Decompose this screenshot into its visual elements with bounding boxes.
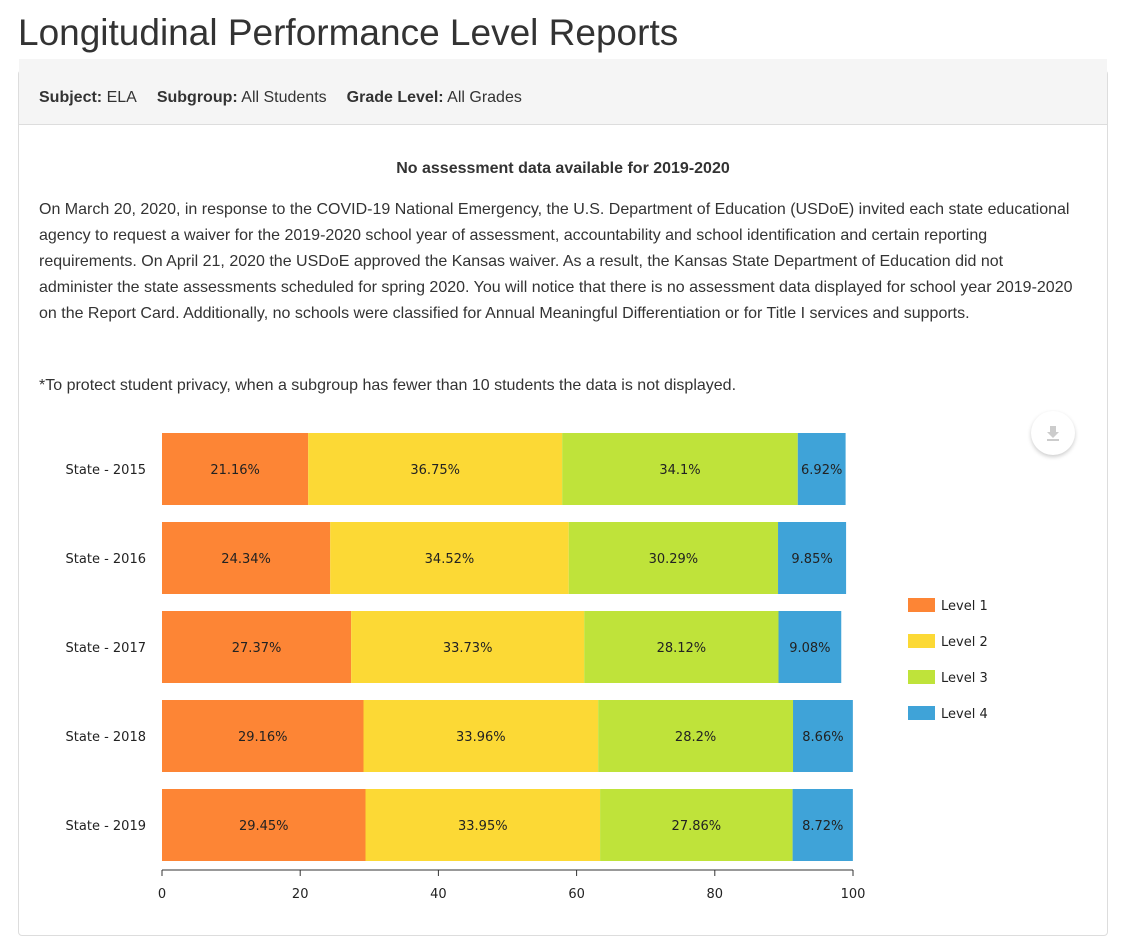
legend-swatch (908, 670, 935, 684)
bar-segment (308, 433, 563, 505)
data-label: 29.16% (238, 730, 288, 745)
legend-swatch (908, 598, 935, 612)
data-label: 8.72% (802, 819, 843, 834)
data-label: 9.85% (791, 552, 832, 567)
bar-segment (162, 433, 309, 505)
bar-segment (562, 433, 798, 505)
data-label: 34.1% (659, 463, 700, 478)
category-label: State - 2018 (66, 730, 146, 745)
bar-segment (584, 611, 779, 683)
legend-swatch (908, 634, 935, 648)
filter-grade-level: Grade Level: All Grades (347, 89, 522, 107)
bar-segment (598, 700, 794, 772)
legend-swatch (908, 706, 935, 720)
data-label: 33.96% (456, 730, 506, 745)
data-label: 27.37% (232, 641, 282, 656)
bar-segment (351, 611, 585, 683)
page-title: Longitudinal Performance Level Reports (18, 12, 679, 53)
bar-segment (162, 522, 331, 594)
x-tick-label: 20 (292, 887, 309, 902)
data-label: 29.45% (239, 819, 289, 834)
data-label: 30.29% (649, 552, 699, 567)
filter-value: All Students (241, 88, 327, 106)
category-label: State - 2017 (66, 641, 146, 656)
bar-segment (162, 700, 364, 772)
data-label: 33.73% (443, 641, 493, 656)
data-label: 36.75% (410, 463, 460, 478)
filter-label: Subject: (39, 88, 103, 106)
legend-label: Level 3 (941, 671, 988, 686)
category-label: State - 2016 (66, 552, 146, 567)
data-label: 33.95% (458, 819, 508, 834)
filter-subgroup: Subgroup: All Students (157, 89, 327, 107)
report-panel: Subject: ELA Subgroup: All Students Grad… (18, 59, 1108, 936)
bar-segment (600, 789, 793, 861)
filter-label: Grade Level: (346, 88, 444, 106)
bar-segment (778, 611, 842, 683)
category-label: State - 2019 (66, 819, 146, 834)
filter-value: All Grades (447, 88, 522, 106)
bar-segment (793, 700, 853, 772)
category-label: State - 2015 (66, 463, 146, 478)
x-tick-label: 60 (568, 887, 585, 902)
download-icon (1047, 426, 1059, 441)
filter-label: Subgroup: (156, 88, 238, 106)
covid-waiver-paragraph: On March 20, 2020, in response to the CO… (39, 201, 1073, 322)
bar-segment (162, 611, 352, 683)
bar-segment (363, 700, 599, 772)
x-tick-label: 80 (707, 887, 724, 902)
x-tick-label: 40 (430, 887, 447, 902)
bar-segment (778, 522, 847, 594)
bar-segment (568, 522, 779, 594)
bar-segment (365, 789, 601, 861)
data-label: 6.92% (801, 463, 842, 478)
x-tick-label: 100 (841, 887, 866, 902)
data-label: 21.16% (210, 463, 260, 478)
data-label: 34.52% (425, 552, 475, 567)
legend-label: Level 1 (941, 599, 988, 614)
data-label: 27.86% (672, 819, 722, 834)
stacked-bar-chart: State - 2015 21.16% 36.75% 34.1% 6.92% State … (66, 433, 988, 902)
bar-segment (330, 522, 569, 594)
filter-subject: Subject: ELA (39, 89, 137, 107)
privacy-note: *To protect student privacy, when a subg… (39, 377, 737, 394)
notice-heading: No assessment data available for 2019-20… (396, 160, 730, 177)
data-label: 28.12% (657, 641, 707, 656)
data-label: 28.2% (675, 730, 716, 745)
bar-segment (162, 789, 366, 861)
legend-label: Level 4 (941, 707, 988, 722)
data-label: 24.34% (221, 552, 271, 567)
filter-value: ELA (106, 88, 137, 106)
bar-segment (792, 789, 853, 861)
data-label: 9.08% (789, 641, 830, 656)
data-label: 8.66% (802, 730, 843, 745)
download-button[interactable] (1031, 411, 1075, 455)
legend-label: Level 2 (941, 635, 988, 650)
bar-segment (797, 433, 846, 505)
filter-header: Subject: ELA Subgroup: All Students Grad… (19, 59, 1107, 125)
x-tick-label: 0 (158, 887, 166, 902)
